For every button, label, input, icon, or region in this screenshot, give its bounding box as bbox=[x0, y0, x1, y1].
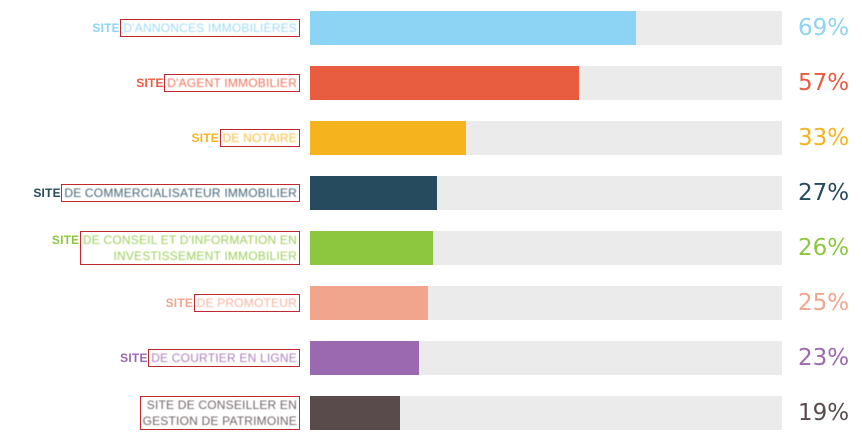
bar bbox=[310, 176, 437, 210]
category-label: SITE D'AGENT IMMOBILIER bbox=[136, 75, 297, 91]
category-label-line: SITE D'AGENT IMMOBILIER bbox=[136, 75, 297, 91]
category-label-line: GESTION DE PATRIMOINE bbox=[143, 413, 297, 429]
category-label-text: D'ANNONCES IMMOBILIÈRES bbox=[123, 21, 297, 35]
bar bbox=[310, 341, 419, 375]
category-label-line: SITE DE PROMOTEUR bbox=[166, 295, 297, 311]
category-label-text: DE COMMERCIALISATEUR IMMOBILIER bbox=[64, 186, 297, 200]
category-label-line: SITE DE COMMERCIALISATEUR IMMOBILIER bbox=[33, 185, 297, 201]
value-label: 33% bbox=[798, 125, 850, 151]
chart-row: SITE D'ANNONCES IMMOBILIÈRES 69% bbox=[0, 11, 862, 45]
chart-row: SITE DE CONSEILLER EN GESTION DE PATRIMOI… bbox=[0, 396, 862, 430]
category-label-lead: SITE bbox=[191, 131, 223, 145]
redaction-box bbox=[148, 349, 300, 367]
chart-row: SITE DE COURTIER EN LIGNE 23% bbox=[0, 341, 862, 375]
chart-row: SITE DE COMMERCIALISATEUR IMMOBILIER 27% bbox=[0, 176, 862, 210]
redaction-box bbox=[219, 129, 300, 147]
category-label-line: SITE DE CONSEIL ET D'INFORMATION EN bbox=[52, 232, 297, 248]
category-label: SITE DE PROMOTEUR bbox=[166, 295, 297, 311]
category-label-lead: SITE bbox=[120, 351, 152, 365]
value-label: 69% bbox=[798, 15, 850, 41]
value-label: 26% bbox=[798, 235, 850, 261]
category-label: SITE DE NOTAIRE bbox=[192, 130, 297, 146]
value-label: 19% bbox=[798, 400, 850, 426]
chart-row: SITE D'AGENT IMMOBILIER 57% bbox=[0, 66, 862, 100]
category-label: SITE DE COMMERCIALISATEUR IMMOBILIER bbox=[33, 185, 297, 201]
bar bbox=[310, 121, 466, 155]
category-label: SITE DE CONSEIL ET D'INFORMATION EN INVES… bbox=[52, 232, 297, 264]
redaction-box bbox=[120, 19, 300, 37]
value-label: 23% bbox=[798, 345, 850, 371]
bar bbox=[310, 286, 428, 320]
redaction-box bbox=[61, 184, 300, 202]
bar bbox=[310, 11, 636, 45]
category-label-lead: SITE bbox=[92, 21, 124, 35]
category-label-text: SITE DE CONSEILLER EN bbox=[146, 398, 297, 412]
redaction-box bbox=[193, 294, 300, 312]
value-label: 25% bbox=[798, 290, 850, 316]
category-label-lead: SITE bbox=[33, 186, 65, 200]
chart-row: SITE DE PROMOTEUR 25% bbox=[0, 286, 862, 320]
category-label-line: SITE DE NOTAIRE bbox=[192, 130, 297, 146]
redaction-box bbox=[139, 396, 300, 430]
category-label-line: SITE DE COURTIER EN LIGNE bbox=[120, 350, 297, 366]
redaction-box bbox=[164, 74, 300, 92]
category-label-text: DE PROMOTEUR bbox=[196, 296, 297, 310]
category-label-line: INVESTISSEMENT IMMOBILIER bbox=[52, 248, 297, 264]
value-label: 57% bbox=[798, 70, 850, 96]
chart-row: SITE DE CONSEIL ET D'INFORMATION EN INVES… bbox=[0, 231, 862, 265]
category-label-text: DE NOTAIRE bbox=[222, 131, 297, 145]
category-label-lead: SITE bbox=[136, 76, 168, 90]
category-label-text: DE CONSEIL ET D'INFORMATION EN bbox=[82, 233, 297, 247]
category-label-line: SITE DE CONSEILLER EN bbox=[143, 397, 297, 413]
bar bbox=[310, 66, 579, 100]
category-label-line: SITE D'ANNONCES IMMOBILIÈRES bbox=[92, 20, 297, 36]
category-label-lead: SITE bbox=[165, 296, 197, 310]
bar bbox=[310, 231, 433, 265]
category-label-text: GESTION DE PATRIMOINE bbox=[142, 414, 297, 428]
bar bbox=[310, 396, 400, 430]
category-label: SITE D'ANNONCES IMMOBILIÈRES bbox=[92, 20, 297, 36]
chart-row: SITE DE NOTAIRE 33% bbox=[0, 121, 862, 155]
category-label-text: DE COURTIER EN LIGNE bbox=[151, 351, 297, 365]
category-label-text: INVESTISSEMENT IMMOBILIER bbox=[113, 249, 297, 263]
category-label: SITE DE CONSEILLER EN GESTION DE PATRIMOI… bbox=[143, 397, 297, 429]
category-label: SITE DE COURTIER EN LIGNE bbox=[120, 350, 297, 366]
category-label-text: D'AGENT IMMOBILIER bbox=[167, 76, 297, 90]
redaction-box bbox=[79, 231, 300, 265]
category-label-lead: SITE bbox=[51, 233, 83, 247]
value-label: 27% bbox=[798, 180, 850, 206]
